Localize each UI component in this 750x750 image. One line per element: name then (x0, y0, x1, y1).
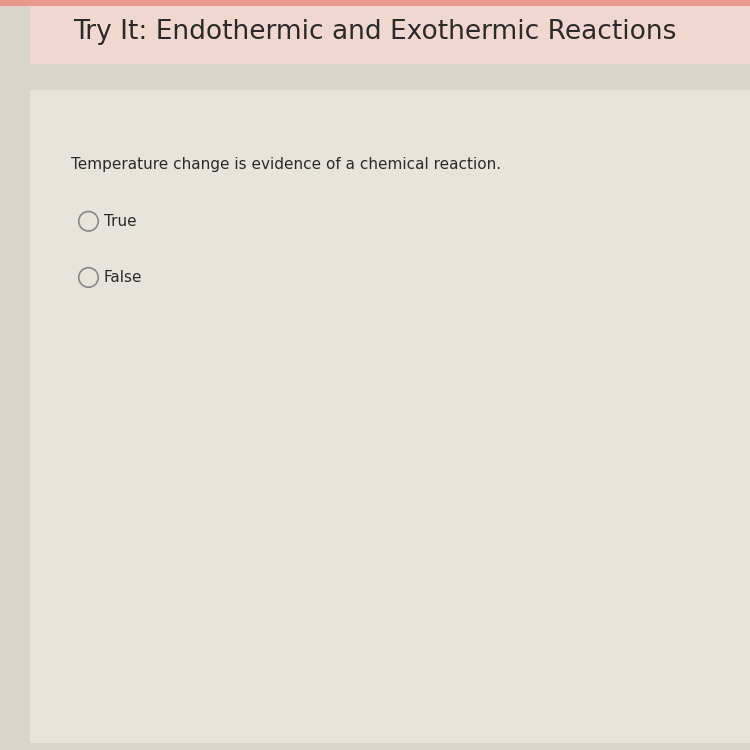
Text: Temperature change is evidence of a chemical reaction.: Temperature change is evidence of a chem… (71, 158, 501, 172)
Text: False: False (104, 270, 142, 285)
Bar (0, 0, 750, 6)
Bar (30, 90, 750, 742)
Bar (30, 0, 750, 64)
Text: True: True (104, 214, 136, 229)
Text: Try It: Endothermic and Exothermic Reactions: Try It: Endothermic and Exothermic React… (74, 19, 676, 45)
